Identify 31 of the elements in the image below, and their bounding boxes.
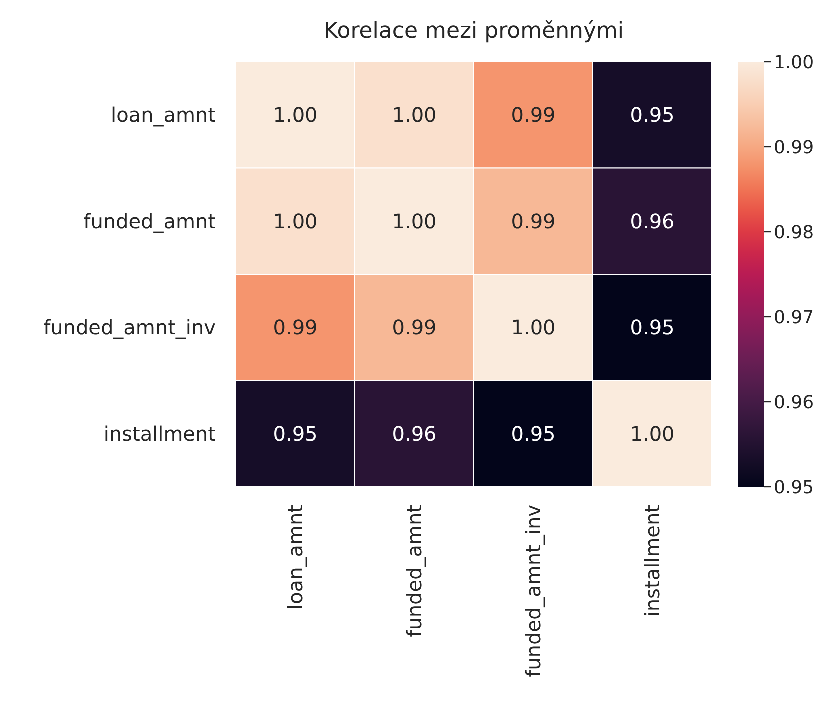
data-label: 0.99 bbox=[511, 103, 556, 128]
color-bar-label: 0.98 bbox=[774, 222, 814, 244]
data-label: 1.00 bbox=[392, 209, 437, 234]
data-label: 0.95 bbox=[511, 422, 556, 446]
data-label: 0.99 bbox=[392, 316, 437, 340]
data-label: 0.95 bbox=[630, 103, 675, 128]
data-label: 0.96 bbox=[630, 209, 675, 234]
color-bar-label: 1.00 bbox=[774, 52, 814, 74]
data-label: 1.00 bbox=[392, 103, 437, 128]
color-bar-label: 0.96 bbox=[774, 392, 814, 414]
color-bar-label: 0.99 bbox=[774, 137, 814, 158]
x-tick-label: installment bbox=[640, 504, 664, 618]
data-label: 1.00 bbox=[630, 422, 675, 446]
data-label: 0.95 bbox=[273, 422, 318, 446]
x-tick-label: funded_amnt_inv bbox=[522, 504, 546, 678]
color-bar-label: 0.97 bbox=[774, 307, 814, 328]
data-label: 1.00 bbox=[273, 103, 318, 128]
data-label: 1.00 bbox=[273, 209, 318, 234]
data-label: 1.00 bbox=[511, 316, 556, 340]
chart-title: Korelace mezi proměnnými bbox=[324, 19, 624, 44]
data-label: 0.99 bbox=[511, 209, 556, 234]
x-tick-label: funded_amnt bbox=[402, 504, 426, 638]
data-label: 0.95 bbox=[630, 316, 675, 340]
x-tick-label: loan_amnt bbox=[284, 504, 308, 610]
y-tick-label: installment bbox=[104, 422, 216, 446]
y-tick-label: loan_amnt bbox=[111, 103, 216, 128]
data-label: 0.99 bbox=[273, 316, 318, 340]
y-tick-label: funded_amnt bbox=[84, 209, 216, 234]
y-tick-label: funded_amnt_inv bbox=[44, 316, 216, 340]
data-label: 0.96 bbox=[392, 422, 437, 446]
color-bar-label: 0.95 bbox=[774, 477, 814, 498]
